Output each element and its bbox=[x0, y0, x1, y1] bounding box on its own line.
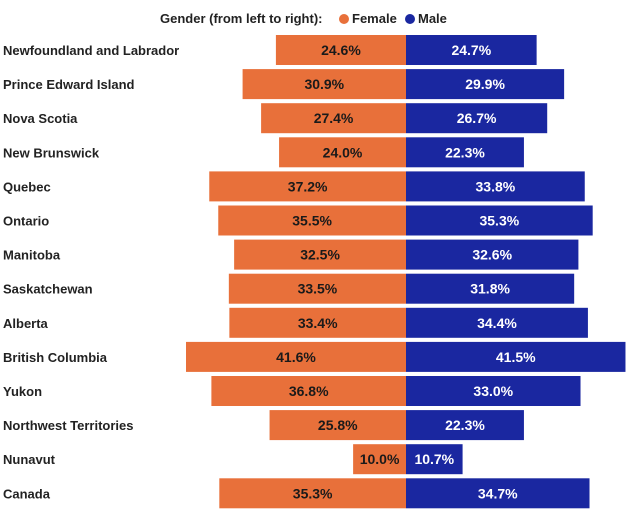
legend-male-marker bbox=[405, 14, 415, 24]
data-label-male: 22.3% bbox=[445, 144, 485, 160]
legend: Gender (from left to right): Female Male bbox=[0, 10, 630, 28]
data-label-male: 29.9% bbox=[465, 76, 505, 92]
category-label: Newfoundland and Labrador bbox=[3, 43, 179, 58]
bar-male bbox=[406, 171, 585, 202]
data-label-female: 37.2% bbox=[288, 178, 328, 194]
legend-female-label: Female bbox=[352, 11, 397, 26]
data-label-female: 41.6% bbox=[276, 349, 316, 365]
data-label-male: 41.5% bbox=[496, 349, 536, 365]
data-label-female: 30.9% bbox=[304, 76, 344, 92]
category-label: New Brunswick bbox=[3, 145, 100, 160]
bar-male bbox=[406, 205, 593, 236]
data-label-male: 34.7% bbox=[478, 485, 518, 501]
bar-male bbox=[406, 341, 626, 372]
bar-male bbox=[406, 444, 463, 475]
category-label: Nunavut bbox=[3, 452, 56, 467]
bar-female bbox=[186, 341, 406, 372]
data-label-female: 36.8% bbox=[289, 383, 329, 399]
bar-male bbox=[406, 137, 524, 168]
bar-female bbox=[261, 103, 406, 134]
data-label-female: 24.6% bbox=[321, 42, 361, 58]
bar-female bbox=[353, 444, 406, 475]
data-label-male: 24.7% bbox=[451, 42, 491, 58]
bar-female bbox=[269, 410, 406, 441]
legend-title: Gender (from left to right): bbox=[160, 11, 323, 26]
bar-male bbox=[406, 478, 590, 509]
data-label-male: 32.6% bbox=[472, 247, 512, 263]
bar-male bbox=[406, 69, 565, 100]
bar-male bbox=[406, 35, 537, 65]
bar-female bbox=[218, 205, 406, 236]
bar-female bbox=[219, 478, 406, 509]
bar-female bbox=[275, 35, 406, 65]
data-label-male: 26.7% bbox=[457, 110, 497, 126]
category-label: Northwest Territories bbox=[3, 418, 134, 433]
legend-male-label: Male bbox=[418, 11, 447, 26]
data-label-male: 35.3% bbox=[479, 213, 519, 229]
bar-female bbox=[279, 137, 406, 168]
data-label-female: 35.5% bbox=[292, 213, 332, 229]
data-label-female: 32.5% bbox=[300, 247, 340, 263]
bar-male bbox=[406, 410, 524, 441]
data-label-female: 27.4% bbox=[314, 110, 354, 126]
bar-male bbox=[406, 376, 581, 406]
category-label: British Columbia bbox=[3, 350, 108, 365]
bar-male bbox=[406, 239, 579, 270]
category-label: Yukon bbox=[3, 384, 42, 399]
data-label-male: 22.3% bbox=[445, 417, 485, 433]
bar-female bbox=[228, 273, 406, 304]
category-label: Nova Scotia bbox=[3, 111, 78, 126]
category-label: Prince Edward Island bbox=[3, 77, 135, 92]
data-label-female: 33.4% bbox=[298, 315, 338, 331]
category-label: Manitoba bbox=[3, 248, 61, 263]
legend-female-marker bbox=[339, 14, 349, 24]
data-label-male: 34.4% bbox=[477, 315, 517, 331]
bar-female bbox=[211, 376, 406, 406]
category-label: Ontario bbox=[3, 214, 49, 229]
bar-female bbox=[242, 69, 406, 100]
data-label-female: 33.5% bbox=[298, 281, 338, 297]
category-label: Saskatchewan bbox=[3, 282, 93, 297]
category-label: Canada bbox=[3, 486, 51, 501]
data-label-male: 33.8% bbox=[476, 178, 516, 194]
data-label-male: 31.8% bbox=[470, 281, 510, 297]
bar-male bbox=[406, 273, 575, 304]
category-label: Alberta bbox=[3, 316, 49, 331]
data-label-female: 10.0% bbox=[360, 451, 400, 467]
data-label-female: 25.8% bbox=[318, 417, 358, 433]
category-label: Quebec bbox=[3, 179, 51, 194]
data-label-female: 35.3% bbox=[293, 485, 333, 501]
bar-male bbox=[406, 103, 548, 134]
data-label-male: 10.7% bbox=[414, 451, 454, 467]
data-label-female: 24.0% bbox=[323, 144, 363, 160]
bar-male bbox=[406, 307, 588, 338]
bar-female bbox=[209, 171, 406, 202]
data-label-male: 33.0% bbox=[473, 383, 513, 399]
bar-female bbox=[229, 307, 406, 338]
bar-female bbox=[234, 239, 406, 270]
